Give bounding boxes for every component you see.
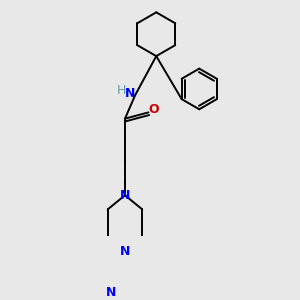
Text: N: N [120, 245, 130, 258]
Text: N: N [124, 87, 135, 100]
Text: N: N [106, 286, 116, 299]
Text: N: N [120, 189, 130, 202]
Text: H: H [117, 84, 127, 97]
Text: O: O [148, 103, 159, 116]
